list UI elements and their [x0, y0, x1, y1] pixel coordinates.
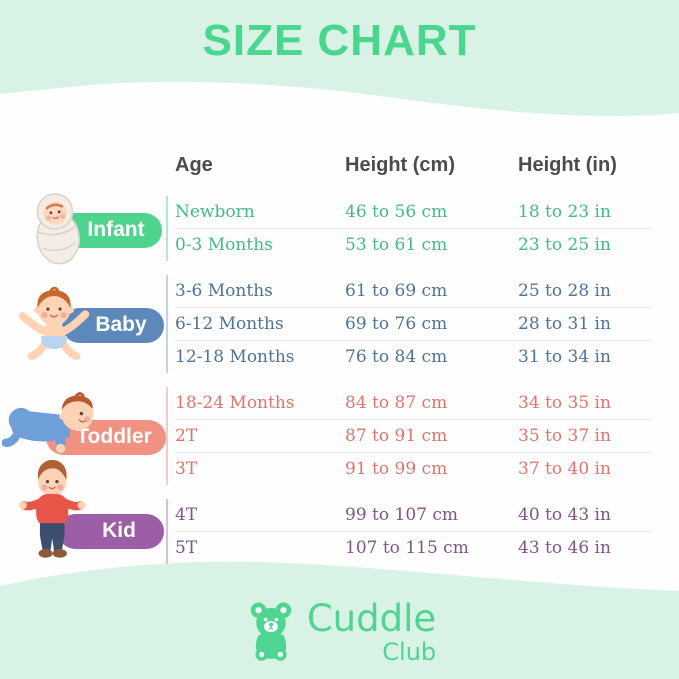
table-row: Newborn 46 to 56 cm 18 to 23 in	[175, 196, 653, 228]
height-cm-cell: 46 to 56 cm	[345, 202, 448, 222]
group-pill-toddler: Toddler	[46, 420, 166, 455]
group-label-infant: Infant	[0, 193, 166, 265]
table-row: 6-12 Months 69 to 76 cm 28 to 31 in	[175, 307, 653, 340]
age-cell: 3-6 Months	[175, 281, 273, 301]
table-row: 0-3 Months 53 to 61 cm 23 to 25 in	[175, 228, 653, 261]
height-cm-cell: 99 to 107 cm	[345, 505, 458, 525]
height-in-cell: 37 to 40 in	[518, 459, 611, 479]
table-row: 3-6 Months 61 to 69 cm 25 to 28 in	[175, 275, 653, 307]
height-cm-cell: 61 to 69 cm	[345, 281, 448, 301]
group-toddler: Toddler 18-24 Months 84 to 87 cm 34 to 3…	[0, 387, 653, 485]
toddler-icon	[2, 392, 94, 454]
height-cm-cell: 107 to 115 cm	[345, 538, 469, 558]
height-in-cell: 43 to 46 in	[518, 538, 611, 558]
height-cm-cell: 87 to 91 cm	[345, 426, 448, 446]
brand-name: Cuddle	[306, 597, 437, 640]
table-header-row: Age Height (cm) Height (in)	[175, 148, 653, 182]
table-row: 3T 91 to 99 cm 37 to 40 in	[175, 452, 653, 485]
age-cell: 18-24 Months	[175, 393, 295, 413]
table-row: 5T 107 to 115 cm 43 to 46 in	[175, 531, 653, 564]
column-header-age: Age	[175, 153, 213, 176]
table-row: 2T 87 to 91 cm 35 to 37 in	[175, 419, 653, 452]
group-label-baby: Baby	[0, 275, 166, 373]
top-wave-decoration	[0, 0, 679, 117]
brand-suffix: Club	[382, 638, 437, 666]
table-row: 12-18 Months 76 to 84 cm 31 to 34 in	[175, 340, 653, 373]
height-in-cell: 28 to 31 in	[518, 314, 611, 334]
group-kid: Kid 4T 99 to 107 cm 40 to 43 in 5T 107 t…	[0, 459, 653, 564]
age-cell: 2T	[175, 426, 198, 446]
size-table: Age Height (cm) Height (in)	[0, 148, 653, 578]
age-cell: 5T	[175, 538, 198, 558]
swaddled-infant-icon	[36, 193, 80, 265]
height-in-cell: 25 to 28 in	[518, 281, 611, 301]
baby-icon	[18, 286, 90, 360]
group-label-toddler: Toddler	[0, 387, 166, 485]
height-cm-cell: 53 to 61 cm	[345, 235, 448, 255]
group-infant: Infant Newborn 46 to 56 cm 18 to 23 in 0…	[0, 193, 653, 265]
teddy-bear-icon	[250, 602, 292, 661]
height-cm-cell: 84 to 87 cm	[345, 393, 448, 413]
height-in-cell: 18 to 23 in	[518, 202, 611, 222]
height-cm-cell: 69 to 76 cm	[345, 314, 448, 334]
table-row: 18-24 Months 84 to 87 cm 34 to 35 in	[175, 387, 653, 419]
group-baby: Baby 3-6 Months 61 to 69 cm 25 to 28 in …	[0, 275, 653, 373]
age-cell: 3T	[175, 459, 198, 479]
group-label-kid: Kid	[0, 459, 166, 564]
group-pill-kid: Kid	[58, 514, 164, 549]
age-cell: Newborn	[175, 202, 255, 222]
height-cm-cell: 91 to 99 cm	[345, 459, 448, 479]
height-cm-cell: 76 to 84 cm	[345, 347, 448, 367]
kid-icon	[18, 459, 86, 558]
height-in-cell: 34 to 35 in	[518, 393, 611, 413]
column-header-height-cm: Height (cm)	[345, 153, 455, 176]
age-cell: 4T	[175, 505, 198, 525]
age-cell: 12-18 Months	[175, 347, 295, 367]
brand-logo: Cuddle Club	[0, 599, 679, 665]
height-in-cell: 40 to 43 in	[518, 505, 611, 525]
age-cell: 0-3 Months	[175, 235, 273, 255]
height-in-cell: 31 to 34 in	[518, 347, 611, 367]
page-title: SIZE CHART	[202, 16, 477, 65]
bottom-wave-decoration	[0, 561, 679, 679]
group-pill-baby: Baby	[62, 308, 164, 343]
height-in-cell: 35 to 37 in	[518, 426, 611, 446]
column-header-height-in: Height (in)	[518, 153, 617, 176]
height-in-cell: 23 to 25 in	[518, 235, 611, 255]
table-row: 4T 99 to 107 cm 40 to 43 in	[175, 499, 653, 531]
age-cell: 6-12 Months	[175, 314, 284, 334]
